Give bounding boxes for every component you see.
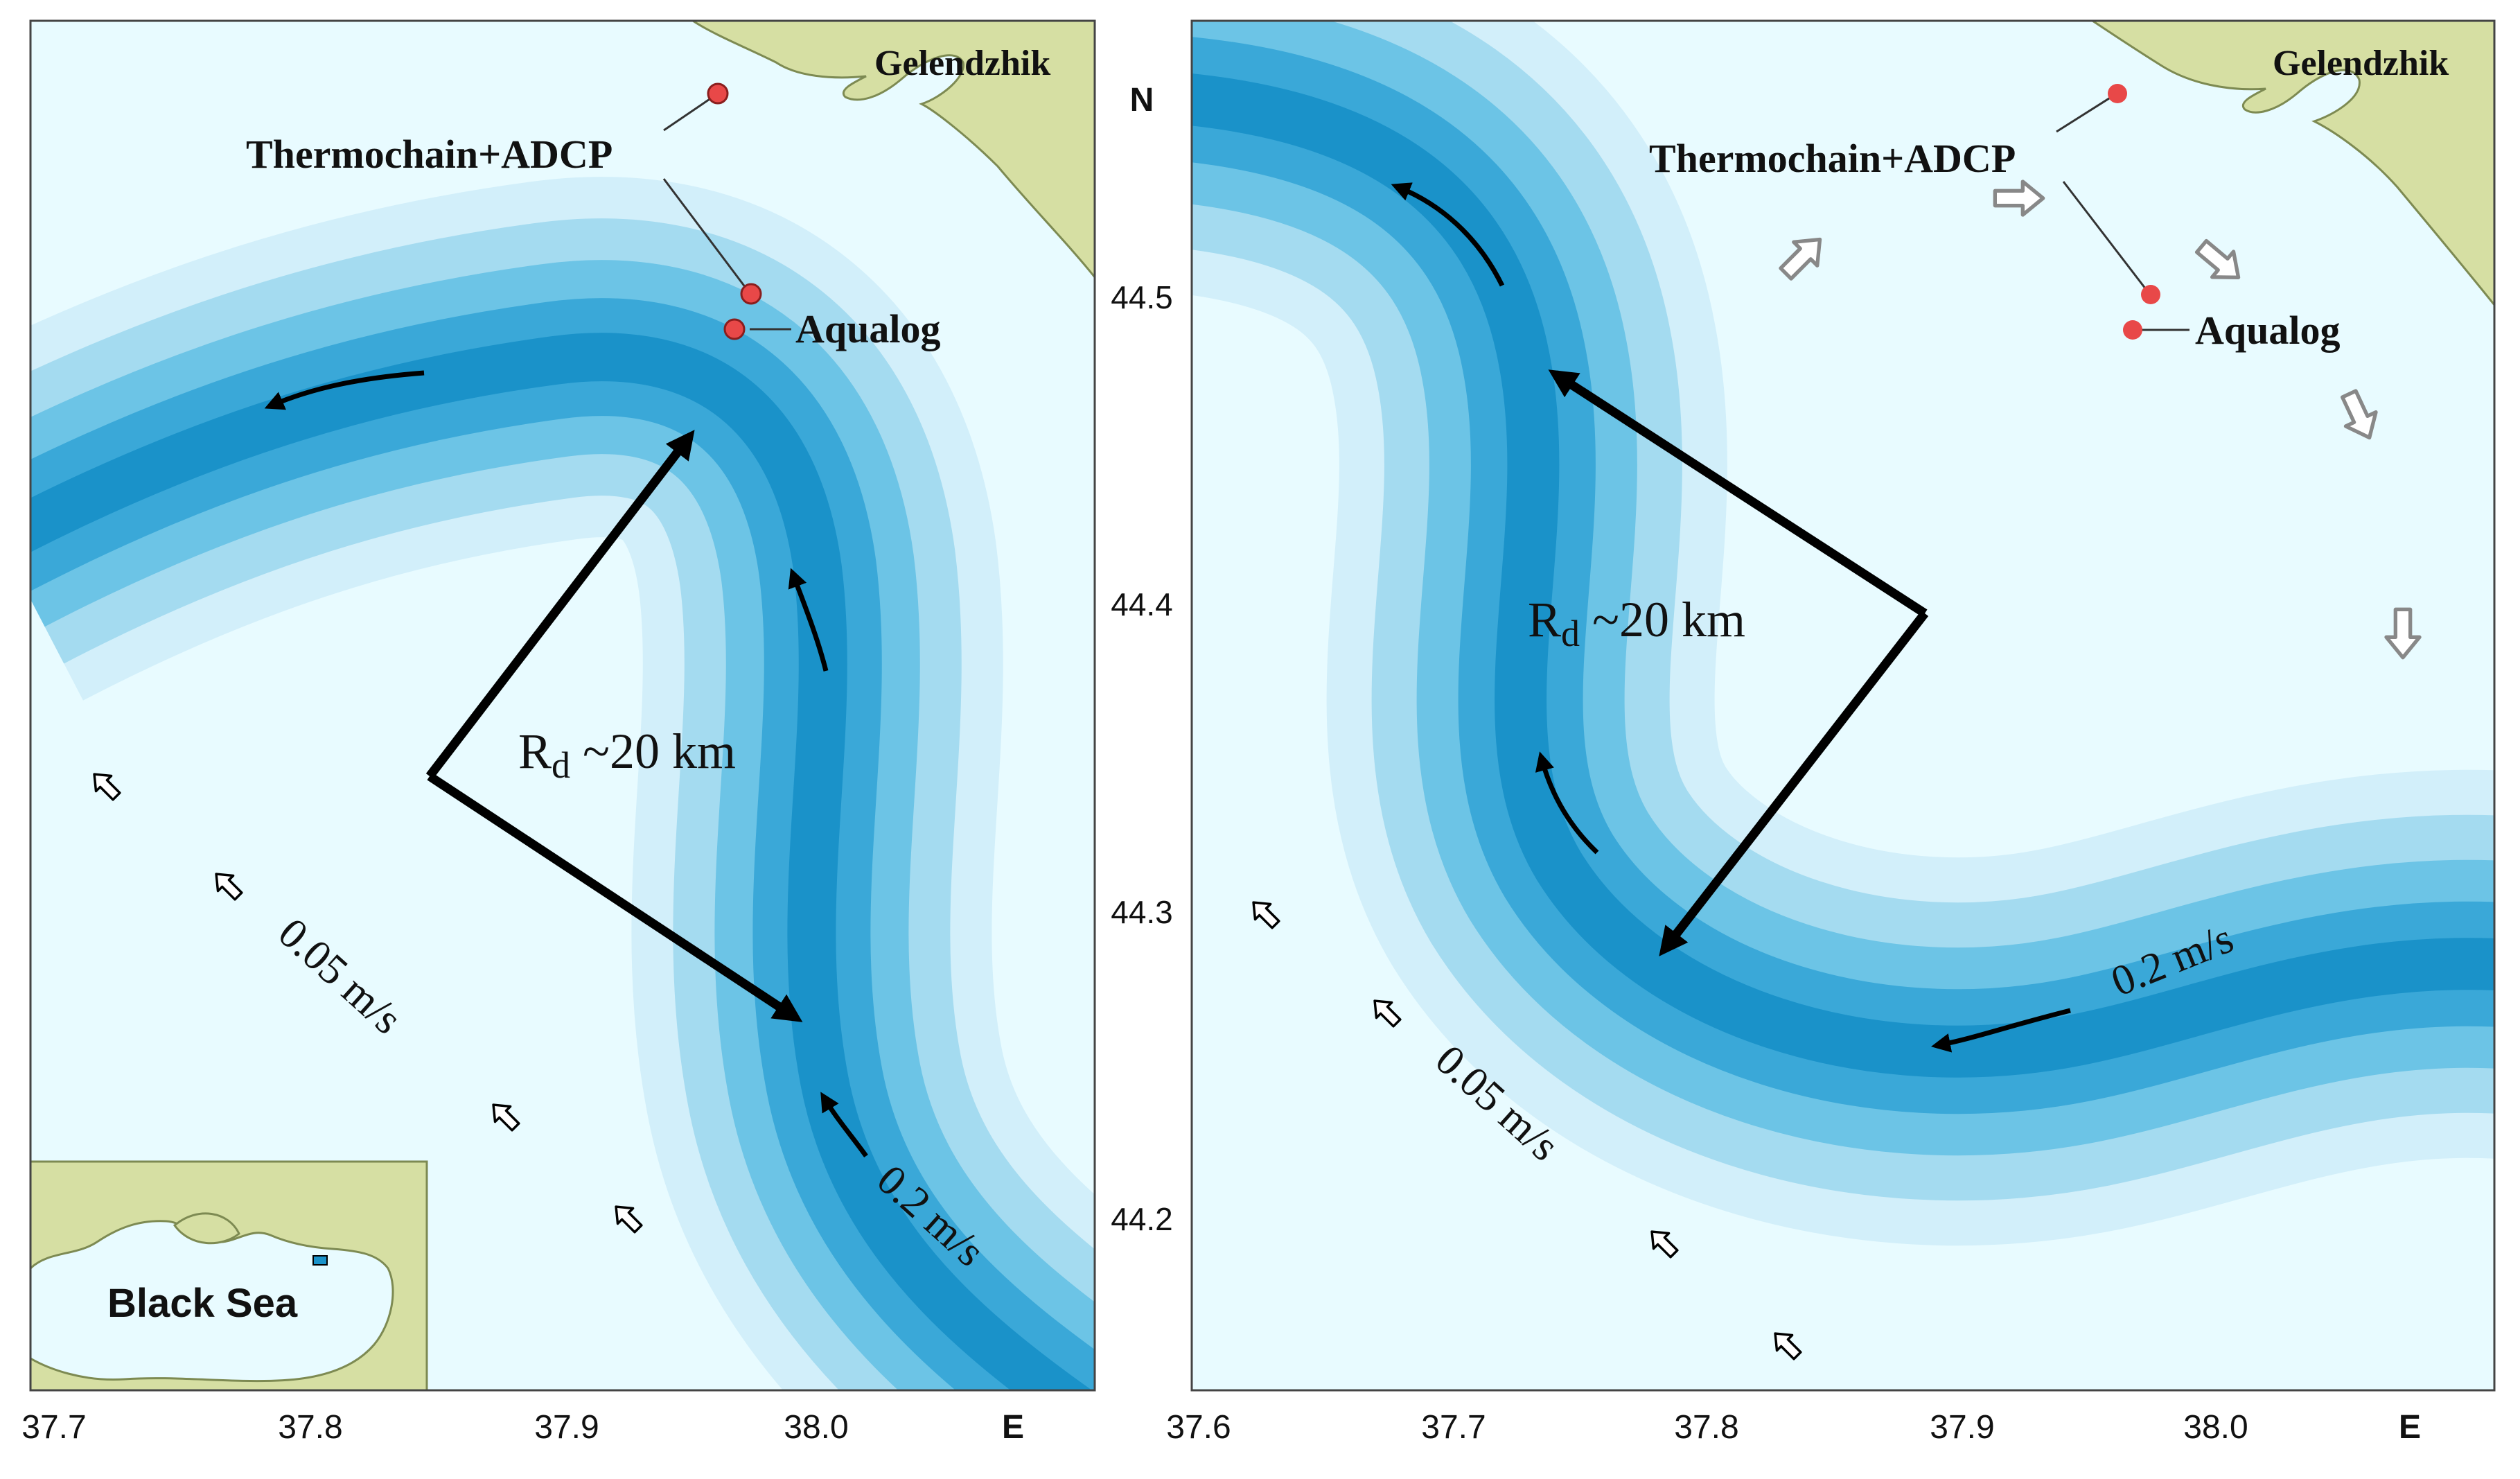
red-dot-icon: [740, 283, 762, 305]
left-x-tick: 37.7: [21, 1409, 86, 1446]
left-current-band: [30, 177, 1095, 1390]
y-tick: 44.5: [1111, 279, 1173, 315]
curved-arrow-icon: [1931, 1008, 2071, 1053]
curved-arrow-icon: [788, 568, 829, 672]
left-current-arrows: [264, 370, 868, 1158]
right-mooring-lines: [2056, 92, 2189, 331]
curved-arrow-icon: [1535, 751, 1599, 855]
right-panel-frame: [1190, 19, 2496, 1392]
right-radius-arrows: [1548, 369, 1929, 956]
left-radius-arrows: [425, 430, 803, 1022]
inset-label: Black Sea: [107, 1281, 298, 1326]
left-mooring-dots: [707, 82, 762, 340]
curved-arrow-icon: [264, 370, 425, 410]
curved-arrow-icon: [1391, 182, 1505, 287]
y-tick: 44.4: [1111, 586, 1173, 622]
right-city-label: Gelendzhik: [2273, 44, 2449, 83]
red-dot-icon: [2108, 84, 2127, 103]
left-map-panel: Black Sea Gelendzhik Thermochain+ADCP Aq…: [30, 21, 1095, 1390]
left-x-axis: 37.7 37.8 37.9 38.0 E: [21, 1409, 1024, 1446]
y-tick: 44.3: [1111, 894, 1173, 930]
right-x-tick: 38.0: [2183, 1409, 2248, 1446]
inset-location-marker: [312, 1255, 328, 1266]
curved-arrow-icon: [820, 1092, 868, 1158]
left-x-axis-letter: E: [1002, 1409, 1024, 1446]
right-current-arrows: [1391, 182, 2071, 1053]
y-axis: N 44.5 44.4 44.3 44.2: [1111, 82, 1173, 1237]
y-tick: 44.2: [1111, 1201, 1173, 1237]
right-map-panel: Gelendzhik Thermochain+ADCP Aqualog Rd ~…: [1192, 21, 2494, 1390]
right-mooring-dots: [2108, 84, 2160, 340]
left-x-tick: 37.9: [534, 1409, 599, 1446]
right-x-tick: 37.9: [1930, 1409, 1994, 1446]
left-mooring-lines: [662, 92, 791, 331]
left-aqualog-label: Aqualog: [795, 306, 941, 351]
red-dot-icon: [723, 318, 746, 340]
right-x-tick: 37.8: [1674, 1409, 1738, 1446]
left-city-label: Gelendzhik: [874, 44, 1050, 83]
left-mooring-label: Thermochain+ADCP: [246, 132, 613, 177]
right-x-axis: 37.6 37.7 37.8 37.9 38.0 E: [1166, 1409, 2421, 1446]
left-land-gelendzhik: [691, 21, 1095, 279]
left-panel-frame: [29, 19, 1096, 1392]
right-aqualog-label: Aqualog: [2195, 308, 2341, 353]
red-dot-icon: [2123, 320, 2142, 340]
left-x-tick: 38.0: [784, 1409, 848, 1446]
right-mooring-label: Thermochain+ADCP: [1649, 136, 2016, 181]
y-axis-letter: N: [1130, 82, 1154, 119]
black-sea-inset: Black Sea: [30, 1160, 428, 1390]
right-current-band: [1192, 21, 2494, 1246]
red-dot-icon: [2141, 285, 2160, 304]
right-x-tick: 37.7: [1421, 1409, 1486, 1446]
left-radius-label: Rd ~20 km: [518, 724, 736, 786]
right-land-gelendzhik: [2090, 21, 2494, 307]
right-radius-label: Rd ~20 km: [1528, 592, 1745, 654]
right-x-tick: 37.6: [1166, 1409, 1231, 1446]
red-dot-icon: [707, 82, 729, 105]
right-x-axis-letter: E: [2399, 1409, 2421, 1446]
left-x-tick: 37.8: [278, 1409, 342, 1446]
